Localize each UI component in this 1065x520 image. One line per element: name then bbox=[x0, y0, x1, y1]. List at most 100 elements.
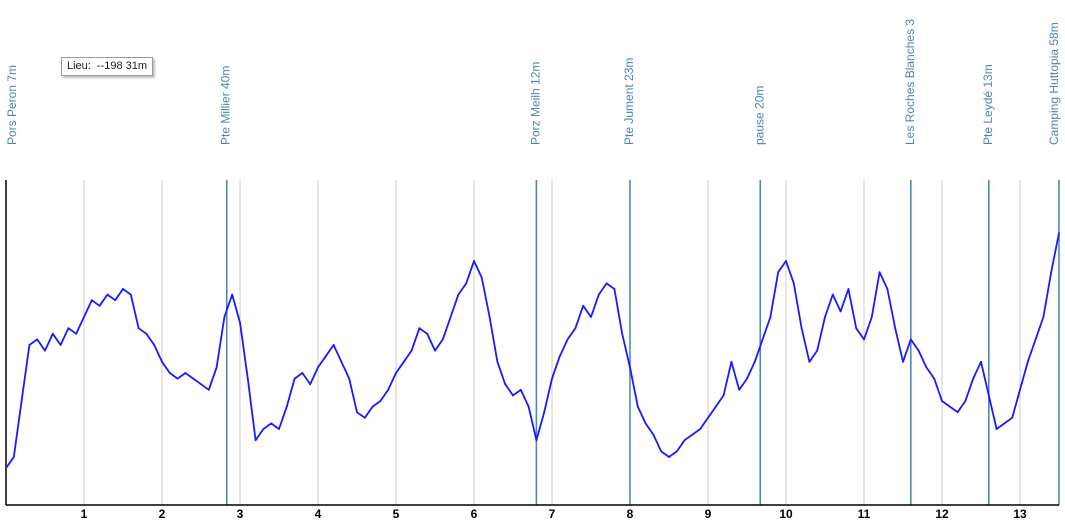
elevation-point bbox=[379, 400, 382, 402]
waypoint-label-7: Camping Huttopia 58m bbox=[1047, 22, 1061, 145]
elevation-point bbox=[769, 316, 772, 318]
elevation-point bbox=[941, 400, 943, 402]
elevation-point bbox=[59, 344, 62, 346]
x-tick-label-2: 2 bbox=[159, 507, 166, 520]
elevation-point bbox=[886, 288, 889, 290]
elevation-point bbox=[340, 360, 343, 363]
elevation-point bbox=[613, 288, 616, 290]
elevation-point bbox=[395, 372, 397, 374]
elevation-point bbox=[28, 344, 31, 346]
x-tick-label-8: 8 bbox=[627, 507, 634, 520]
elevation-point bbox=[855, 327, 858, 330]
elevation-point bbox=[621, 332, 624, 335]
elevation-point bbox=[972, 377, 975, 380]
elevation-point bbox=[270, 422, 273, 425]
x-tick-label-6: 6 bbox=[471, 507, 478, 520]
elevation-point bbox=[894, 327, 897, 330]
elevation-point bbox=[254, 439, 257, 442]
elevation-point bbox=[449, 316, 452, 318]
elevation-point bbox=[106, 293, 109, 296]
x-tick-label-4: 4 bbox=[315, 507, 322, 520]
x-tick-label-12: 12 bbox=[935, 507, 949, 520]
elevation-point bbox=[317, 366, 319, 369]
elevation-point bbox=[363, 416, 366, 419]
elevation-point bbox=[1003, 422, 1006, 425]
elevation-point bbox=[129, 293, 132, 296]
elevation-point bbox=[465, 282, 468, 285]
elevation-point bbox=[878, 271, 881, 274]
elevation-point bbox=[605, 282, 608, 285]
elevation-point bbox=[746, 377, 748, 380]
tooltip-value: --198 31m bbox=[96, 60, 148, 72]
elevation-point bbox=[278, 428, 280, 430]
elevation-point bbox=[597, 293, 600, 296]
elevation-point bbox=[824, 316, 826, 318]
elevation-point bbox=[457, 293, 460, 296]
elevation-point bbox=[777, 271, 780, 274]
elevation-point bbox=[114, 299, 117, 302]
waypoint-label-5: Les Roches Blanches 3 bbox=[903, 19, 917, 145]
elevation-point bbox=[753, 360, 756, 363]
elevation-point bbox=[948, 405, 951, 408]
elevation-point bbox=[870, 316, 873, 318]
elevation-point bbox=[488, 316, 491, 318]
elevation-point bbox=[200, 383, 202, 386]
elevation-point bbox=[184, 372, 187, 374]
elevation-point bbox=[137, 327, 140, 330]
elevation-point bbox=[863, 338, 865, 341]
elevation-point bbox=[792, 282, 795, 285]
elevation-point bbox=[785, 260, 787, 262]
elevation-point bbox=[231, 293, 234, 296]
elevation-point bbox=[956, 411, 959, 414]
elevation-point bbox=[36, 338, 39, 341]
elevation-point bbox=[122, 288, 124, 290]
elevation-point bbox=[761, 338, 764, 341]
elevation-point bbox=[1034, 338, 1037, 341]
elevation-point bbox=[1019, 388, 1021, 391]
tooltip-label: Lieu: bbox=[67, 60, 91, 72]
elevation-point bbox=[1026, 360, 1029, 363]
elevation-point bbox=[1042, 316, 1045, 318]
elevation-point bbox=[168, 372, 171, 374]
elevation-point bbox=[504, 383, 507, 386]
elevation-point bbox=[176, 377, 179, 380]
x-tick-label-1: 1 bbox=[81, 507, 88, 520]
elevation-point bbox=[808, 360, 811, 363]
waypoint-label-3: Pte Jument 23m bbox=[622, 58, 636, 145]
elevation-point bbox=[98, 304, 101, 307]
elevation-point bbox=[995, 428, 998, 430]
elevation-point bbox=[590, 316, 592, 318]
location-tooltip: Lieu: --198 31m bbox=[61, 57, 154, 76]
elevation-point bbox=[75, 332, 78, 335]
waypoint-label-1: Pte Millier 40m bbox=[219, 66, 233, 145]
elevation-point bbox=[1058, 232, 1060, 234]
elevation-point bbox=[309, 383, 312, 386]
elevation-point bbox=[722, 394, 725, 397]
elevation-point bbox=[683, 439, 686, 442]
elevation-point bbox=[301, 372, 304, 374]
elevation-point bbox=[691, 433, 694, 436]
x-tick-label-3: 3 bbox=[237, 507, 244, 520]
x-tick-label-5: 5 bbox=[393, 507, 400, 520]
elevation-point bbox=[730, 360, 733, 363]
elevation-point bbox=[558, 355, 561, 358]
elevation-point bbox=[964, 400, 967, 402]
elevation-point bbox=[426, 332, 429, 335]
elevation-point bbox=[20, 400, 23, 402]
elevation-point bbox=[44, 349, 46, 352]
waypoint-label-0: Pors Peron 7m bbox=[5, 65, 19, 145]
elevation-point bbox=[402, 360, 405, 363]
elevation-point bbox=[707, 416, 709, 419]
elevation-point bbox=[293, 377, 296, 380]
elevation-point bbox=[699, 428, 702, 430]
elevation-point bbox=[67, 327, 70, 330]
elevation-point bbox=[668, 456, 670, 458]
elevation-point bbox=[660, 450, 663, 453]
x-tick-label-7: 7 bbox=[549, 507, 556, 520]
elevation-point bbox=[145, 332, 148, 335]
elevation-point bbox=[714, 405, 717, 408]
elevation-point bbox=[473, 260, 475, 262]
waypoint-label-2: Porz Meilh 12m bbox=[528, 62, 542, 145]
